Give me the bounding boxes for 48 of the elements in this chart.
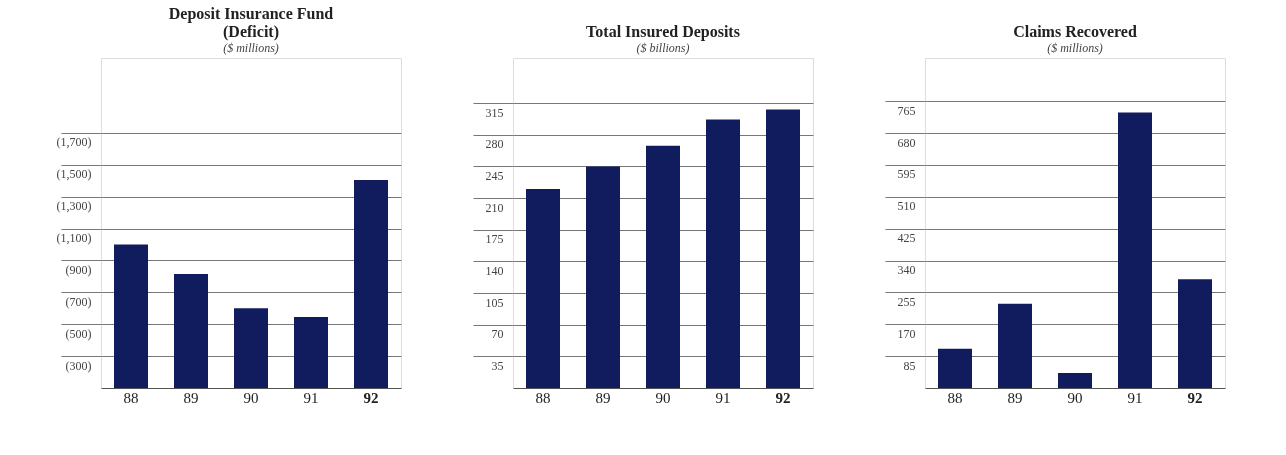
y-tick-label: 315: [485, 105, 504, 120]
y-tick-label: 85: [903, 358, 916, 373]
y-tick-label: 280: [485, 137, 504, 152]
x-tick-label: 92: [363, 389, 379, 406]
chart-subtitle: ($ millions): [223, 41, 279, 55]
y-tick-label: 340: [897, 263, 916, 277]
y-tick-label: 105: [485, 295, 504, 310]
y-tick-label: 255: [897, 294, 916, 309]
y-tick-label: 70: [491, 327, 504, 342]
y-tick-label: 595: [897, 167, 916, 182]
x-tick-label: 89: [183, 389, 199, 406]
x-tick-label: 91: [715, 389, 731, 406]
chart-subtitle: ($ billions): [636, 41, 690, 55]
y-tick-label: (1,700): [56, 135, 92, 150]
y-tick-label: 680: [897, 135, 916, 150]
y-tick-label: (1,300): [56, 199, 92, 214]
y-tick-label: 765: [897, 103, 916, 118]
x-tick-label: 90: [243, 389, 259, 406]
text: (Deficit): [223, 23, 279, 41]
x-tick-label: 88: [123, 389, 139, 406]
x-tick-label: 88: [535, 389, 551, 406]
x-tick-label: 91: [1127, 389, 1143, 406]
y-tick-label: 425: [897, 231, 916, 246]
chart-title: Total Insured Deposits: [586, 23, 740, 41]
y-tick-label: (300): [65, 358, 92, 373]
y-tick-label: 140: [485, 263, 504, 278]
y-tick-label: (700): [65, 294, 92, 309]
y-tick-label: (1,500): [56, 167, 92, 182]
x-tick-label: 88: [947, 389, 963, 406]
y-tick-label: 245: [485, 168, 504, 183]
y-tick-label: (900): [65, 262, 92, 277]
y-tick-label: 175: [485, 232, 504, 247]
chart-title: Claims Recovered: [1013, 23, 1137, 40]
chart-subtitle: ($ millions): [1047, 41, 1103, 55]
chart-title: Deposit Insurance Fund: [168, 5, 334, 23]
y-tick-label: 210: [485, 200, 504, 215]
y-tick-label: 35: [491, 358, 504, 373]
x-tick-label: 90: [655, 389, 671, 406]
y-tick-label: 510: [897, 199, 916, 214]
x-tick-label: 92: [1187, 389, 1203, 406]
y-tick-label: (500): [65, 326, 92, 341]
y-tick-label: 170: [897, 326, 916, 341]
x-tick-label: 89: [595, 389, 611, 406]
x-tick-label: 90: [1067, 389, 1083, 406]
x-tick-label: 92: [775, 389, 791, 406]
y-tick-label: (1,100): [56, 231, 92, 246]
x-tick-label: 91: [303, 389, 319, 406]
x-tick-label: 89: [1007, 389, 1023, 406]
